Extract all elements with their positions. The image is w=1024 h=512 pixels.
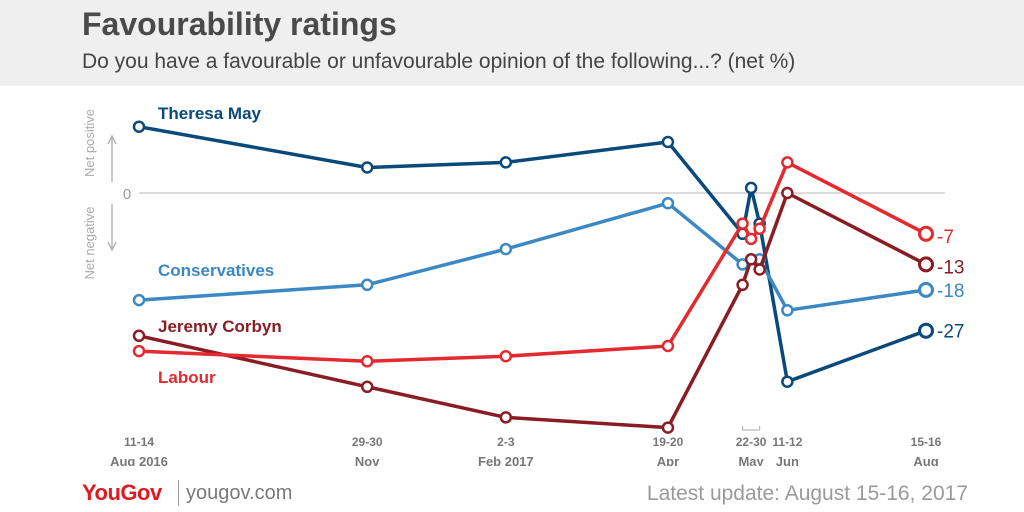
series-line-2 xyxy=(138,191,927,430)
series-3-point-8 xyxy=(918,225,934,242)
latest-update-note: Latest update: August 15-16, 2017 xyxy=(646,482,968,505)
x-tick-label-3: 19-20 xyxy=(653,435,684,449)
net-negative-arrow-head xyxy=(107,241,117,252)
series-2-point-5 xyxy=(744,253,758,266)
series-line-0 xyxy=(138,124,927,384)
series-2-point-7 xyxy=(781,186,794,200)
net-negative-label: Net negative xyxy=(82,207,97,280)
series-1-point-2 xyxy=(499,242,513,256)
x-tick-label-2: 2-3 xyxy=(497,435,515,449)
series-2-point-6 xyxy=(753,263,766,276)
series-3-point-7 xyxy=(781,156,794,169)
series-3-point-4 xyxy=(736,217,749,230)
series-end-label-1: -18 xyxy=(937,281,964,302)
x-tick-sublabel-2: Feb 2017 xyxy=(478,454,534,466)
series-3-point-3 xyxy=(661,339,675,353)
x-tick-label-0: 11-14 xyxy=(124,435,154,449)
series-1-point-1 xyxy=(360,278,374,292)
x-tick-label-6: 15-16 xyxy=(911,435,942,449)
series-name-label-2: Jeremy Corbyn xyxy=(158,317,282,336)
series-0-point-8 xyxy=(918,322,934,339)
series-end-label-2: -13 xyxy=(937,257,964,278)
x-tick-sublabel-0: Aug 2016 xyxy=(110,454,168,466)
series-2-point-3 xyxy=(661,421,675,434)
chart-header: Favourability ratings Do you have a favo… xyxy=(0,0,1024,86)
series-1-point-0 xyxy=(132,293,146,307)
series-end-label-3: -7 xyxy=(937,227,954,248)
series-name-label-3: Labour xyxy=(158,368,216,387)
series-0-point-7 xyxy=(781,375,794,388)
series-0-point-5 xyxy=(744,181,758,195)
series-3-point-2 xyxy=(499,349,513,363)
footer-divider xyxy=(178,480,179,506)
series-end-label-0: -27 xyxy=(937,322,964,343)
series-3-point-0 xyxy=(132,344,146,358)
line-chart: 0 Net positive Net negative 11-14 Aug 2016 29… xyxy=(82,104,964,466)
series-3-point-1 xyxy=(360,355,374,368)
zero-label: 0 xyxy=(123,186,131,203)
series-2-point-1 xyxy=(360,380,374,394)
footer-site-link[interactable]: yougov.com xyxy=(186,482,293,504)
series-1-point-3 xyxy=(661,196,675,210)
chart-title: Favourability ratings xyxy=(82,6,397,42)
x-tick-label-4: 22-30 xyxy=(736,435,767,449)
yougov-logo: YouGov xyxy=(82,480,162,505)
series-2-point-2 xyxy=(499,411,513,424)
series-1-point-7 xyxy=(918,281,934,298)
series-2-point-8 xyxy=(918,256,934,273)
series-0-point-1 xyxy=(360,161,374,174)
x-tick-label-1: 29-30 xyxy=(352,435,383,449)
x-tick-sublabel-5: Jun xyxy=(776,454,799,466)
series-name-label-1: Conservatives xyxy=(158,261,274,280)
x-tick-bracket-4 xyxy=(742,426,761,431)
x-tick-sublabel-6: Aug xyxy=(913,454,938,466)
net-positive-label: Net positive xyxy=(82,109,97,177)
net-positive-arrow-head xyxy=(107,134,117,145)
series-3-point-6 xyxy=(753,222,766,235)
series-0-point-0 xyxy=(132,120,146,133)
series-name-label-0: Theresa May xyxy=(158,104,262,123)
x-tick-sublabel-4: May xyxy=(738,454,764,466)
series-line-1 xyxy=(138,201,927,313)
series-2-point-0 xyxy=(132,329,146,343)
x-tick-label-5: 11-12 xyxy=(772,435,802,449)
series-2-point-4 xyxy=(736,278,749,292)
x-tick-sublabel-3: Apr xyxy=(657,454,679,466)
series-1-point-6 xyxy=(781,304,794,317)
x-tick-sublabel-1: Nov xyxy=(355,454,380,466)
series-0-point-3 xyxy=(661,135,675,149)
series-0-point-2 xyxy=(499,156,513,169)
series-3-point-5 xyxy=(744,232,758,246)
chart-subtitle: Do you have a favourable or unfavourable… xyxy=(82,50,796,73)
